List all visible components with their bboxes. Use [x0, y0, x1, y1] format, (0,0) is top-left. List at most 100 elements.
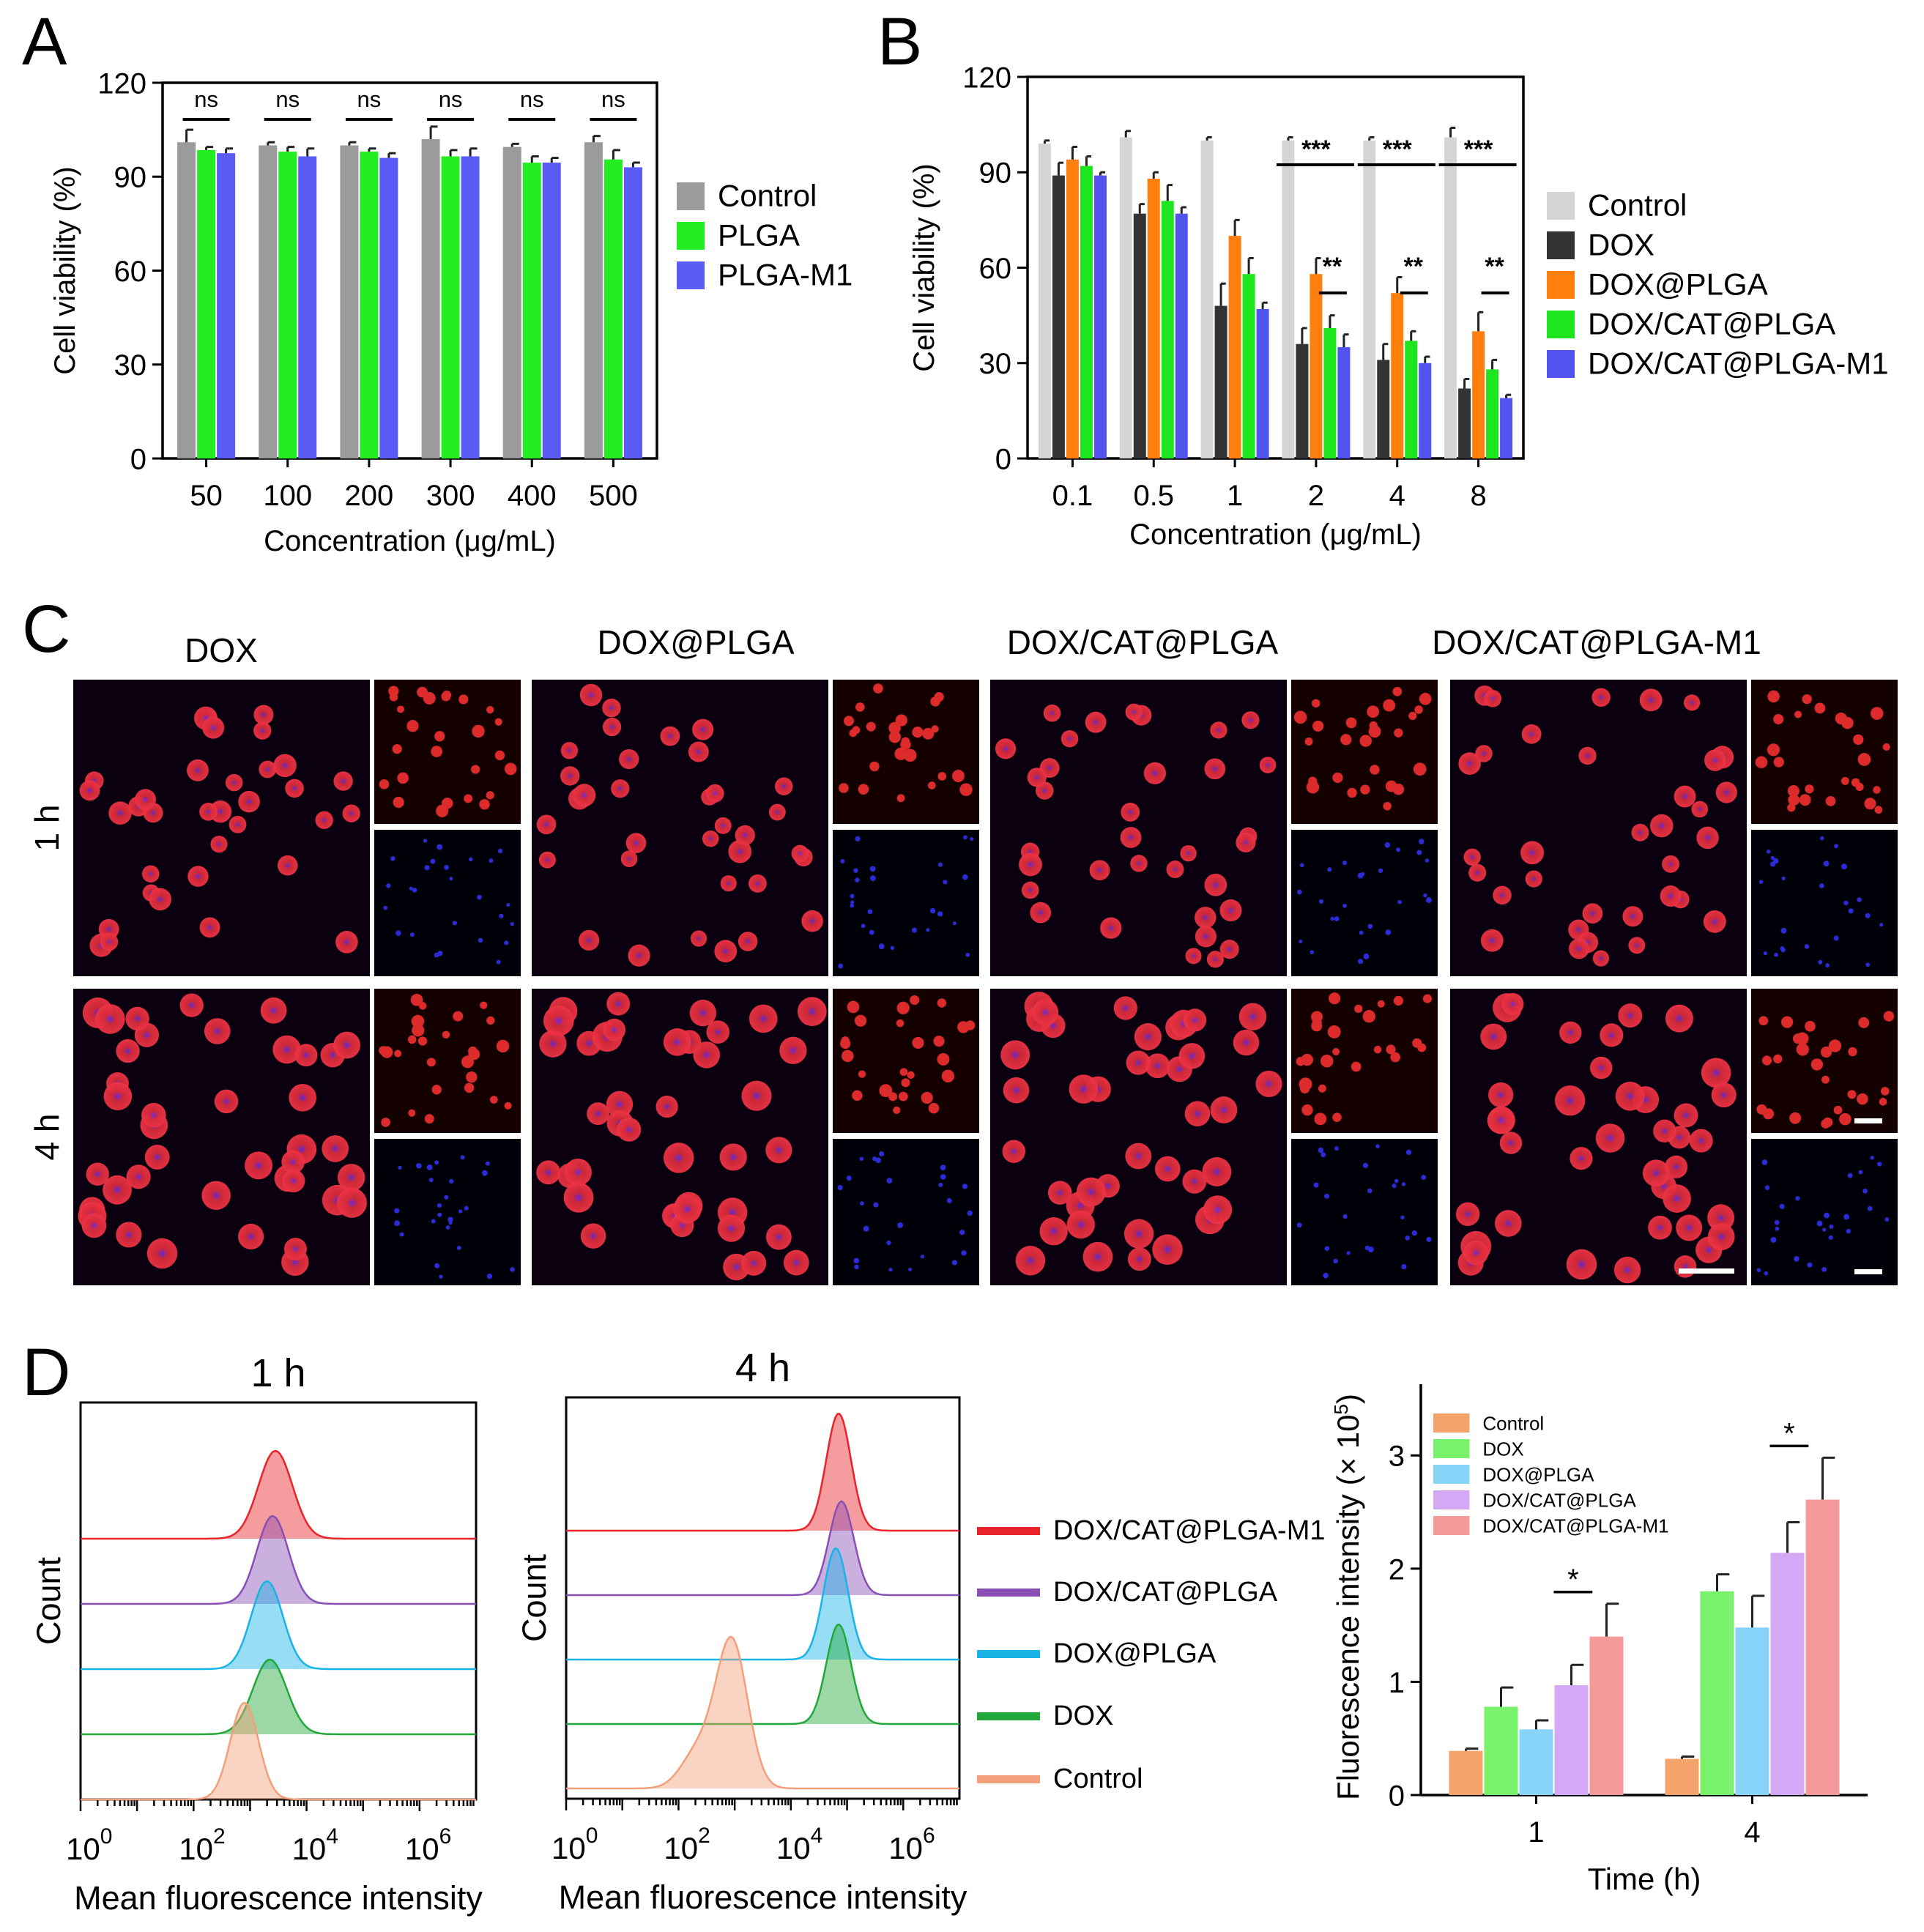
blue-nucleus: [1342, 1214, 1348, 1219]
blue-nucleus: [1394, 1178, 1399, 1184]
red-cell: [1848, 1047, 1857, 1057]
red-cell: [379, 779, 390, 789]
cell: [187, 866, 209, 887]
blue-nucleus: [449, 877, 453, 881]
cell: [1145, 1053, 1170, 1079]
red-cell: [1412, 1038, 1422, 1048]
red-cell: [379, 1046, 388, 1055]
cell: [720, 875, 737, 892]
plot-frame: [79, 1401, 478, 1801]
red-cell: [901, 1078, 910, 1088]
cell: [628, 944, 650, 967]
blue-nucleus: [1766, 849, 1771, 854]
blue-nucleus: [1362, 1162, 1369, 1168]
blue-nucleus: [1847, 1173, 1853, 1178]
y-axis-label: Cell viability (%): [49, 166, 81, 375]
blue-nucleus: [1848, 908, 1854, 914]
row-label-1-h: 1 h: [28, 805, 66, 852]
red-cell: [1821, 1075, 1830, 1084]
cell: [1069, 1074, 1099, 1104]
red-cell: [937, 1052, 950, 1066]
cell: [1683, 694, 1701, 711]
red-cell: [441, 691, 451, 702]
blue-nucleus: [1867, 1205, 1873, 1211]
cell: [1628, 937, 1646, 954]
red-cell: [1385, 780, 1397, 792]
blue-nucleus: [1843, 900, 1849, 906]
cell: [1622, 906, 1643, 927]
blue-nucleus: [860, 1201, 864, 1205]
x-tick-label: 106: [888, 1824, 935, 1865]
legend-label-dox-cat-plga: DOX/CAT@PLGA: [1588, 307, 1835, 341]
blue-nucleus: [1334, 916, 1340, 921]
blue-nucleus: [1780, 947, 1786, 953]
red-cell: [941, 1069, 955, 1082]
red-cell: [1318, 1084, 1326, 1093]
red-cell: [1360, 784, 1370, 795]
y-tick-label: 90: [979, 157, 1012, 190]
blue-nucleus: [855, 836, 861, 841]
blue-nucleus: [1770, 855, 1775, 861]
cell: [259, 760, 277, 779]
blue-nucleus: [965, 952, 970, 957]
cell: [714, 940, 738, 963]
x-tick-label: 104: [292, 1824, 338, 1866]
y-tick-label: 120: [97, 67, 146, 100]
red-cell: [468, 1046, 478, 1056]
cell: [1123, 1219, 1154, 1249]
blue-nucleus: [861, 924, 866, 929]
red-cell: [1883, 1011, 1895, 1022]
red-cell: [1296, 1057, 1306, 1066]
red-cell: [1873, 786, 1881, 794]
cell: [126, 1164, 151, 1189]
bar-dox-0-1: [1052, 175, 1065, 458]
red-cell: [1367, 705, 1380, 718]
blue-nucleus: [908, 1267, 913, 1271]
red-channel-dox-4-h: [374, 989, 521, 1133]
red-cell: [869, 761, 880, 772]
cell: [1676, 1214, 1703, 1241]
blue-nucleus: [863, 1225, 869, 1232]
cell: [655, 1095, 678, 1118]
red-cell: [471, 765, 480, 774]
y-axis-label: Count: [30, 1556, 67, 1645]
column-header-dox-cat-plga-m1: DOX/CAT@PLGA-M1: [1432, 623, 1761, 661]
red-cell: [1796, 1043, 1809, 1056]
cell: [738, 932, 758, 951]
red-channel-dox-cat-plga-4-h: [1291, 989, 1438, 1133]
blue-nucleus: [1823, 861, 1830, 867]
y-tick-label: 1: [1389, 1667, 1405, 1699]
cell: [1484, 689, 1501, 707]
cell: [783, 1249, 809, 1276]
cell: [619, 748, 639, 770]
blue-nucleus: [869, 929, 874, 935]
bar-plga-100: [278, 152, 297, 459]
red-cell: [922, 727, 935, 740]
blue-nucleus: [850, 903, 855, 908]
red-cell: [431, 746, 442, 757]
red-cell: [852, 726, 861, 735]
bar-dox-cat-plga-8: [1486, 369, 1499, 458]
bar-dox-plga-2: [1310, 274, 1323, 458]
cell: [1578, 746, 1597, 765]
blue-nucleus: [1774, 1219, 1780, 1225]
significance-label: ns: [194, 86, 218, 112]
red-cell: [1805, 1020, 1816, 1032]
blue-nucleus: [937, 862, 943, 867]
x-tick-label: 102: [664, 1824, 710, 1865]
cell: [1210, 1096, 1238, 1123]
merged-image-dox-cat-plga-m1-1-h: [1450, 680, 1747, 976]
red-cell: [489, 1096, 498, 1104]
blue-nucleus: [386, 883, 391, 888]
red-cell: [418, 1002, 427, 1010]
x-axis-label: Concentration (μg/mL): [264, 525, 556, 557]
red-cell: [928, 1102, 940, 1114]
red-cell: [959, 783, 973, 796]
x-tick-label: 100: [551, 1824, 598, 1865]
significance-label-upper: ***: [1383, 135, 1412, 163]
cell: [289, 1083, 317, 1112]
cell: [1642, 1159, 1670, 1187]
blue-nucleus: [1822, 1227, 1827, 1232]
red-cell: [486, 791, 494, 800]
red-cell: [1857, 1093, 1868, 1105]
